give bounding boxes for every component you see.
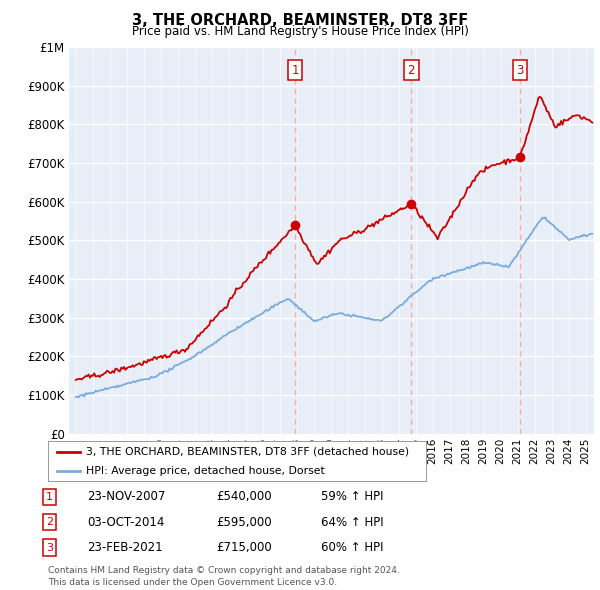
Text: 2: 2 <box>407 64 415 77</box>
Text: £715,000: £715,000 <box>216 541 272 554</box>
Text: £595,000: £595,000 <box>216 516 272 529</box>
Text: HPI: Average price, detached house, Dorset: HPI: Average price, detached house, Dors… <box>86 466 325 476</box>
Text: 3: 3 <box>46 543 53 552</box>
Text: 3, THE ORCHARD, BEAMINSTER, DT8 3FF: 3, THE ORCHARD, BEAMINSTER, DT8 3FF <box>132 13 468 28</box>
Text: 3: 3 <box>517 64 524 77</box>
Text: 60% ↑ HPI: 60% ↑ HPI <box>321 541 383 554</box>
Text: 1: 1 <box>291 64 299 77</box>
Text: Price paid vs. HM Land Registry's House Price Index (HPI): Price paid vs. HM Land Registry's House … <box>131 25 469 38</box>
Text: 64% ↑ HPI: 64% ↑ HPI <box>321 516 383 529</box>
Text: Contains HM Land Registry data © Crown copyright and database right 2024.
This d: Contains HM Land Registry data © Crown c… <box>48 566 400 587</box>
Text: 1: 1 <box>46 492 53 502</box>
Text: £540,000: £540,000 <box>216 490 272 503</box>
Text: 23-NOV-2007: 23-NOV-2007 <box>87 490 166 503</box>
Text: 03-OCT-2014: 03-OCT-2014 <box>87 516 164 529</box>
Text: 3, THE ORCHARD, BEAMINSTER, DT8 3FF (detached house): 3, THE ORCHARD, BEAMINSTER, DT8 3FF (det… <box>86 447 409 457</box>
Text: 23-FEB-2021: 23-FEB-2021 <box>87 541 163 554</box>
Text: 2: 2 <box>46 517 53 527</box>
Text: 59% ↑ HPI: 59% ↑ HPI <box>321 490 383 503</box>
